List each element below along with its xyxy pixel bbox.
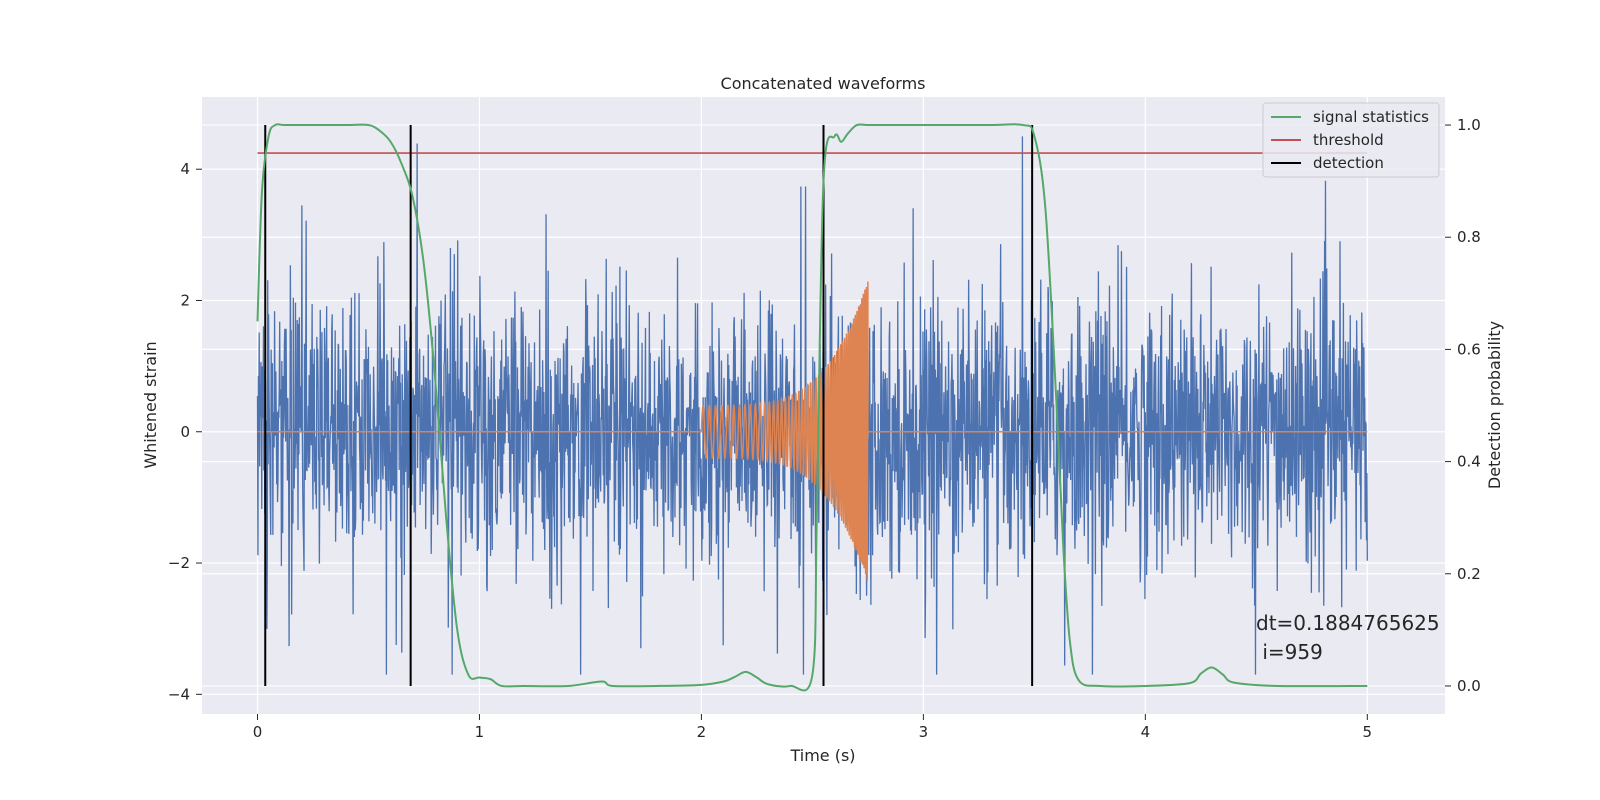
legend-label-detection: detection (1313, 154, 1384, 172)
legend-label-signal-statistics: signal statistics (1313, 108, 1429, 126)
y-tick-label: 2 (180, 291, 190, 309)
x-axis-label: Time (s) (789, 746, 855, 765)
left-axis-ticks: −4 −2 0 2 4 (168, 160, 202, 703)
y-right-tick-label: 1.0 (1457, 116, 1481, 134)
y-tick-label: 0 (180, 423, 190, 441)
chart-title: Concatenated waveforms (721, 74, 926, 93)
y-tick-label: 4 (180, 160, 190, 178)
y-tick-label: −4 (168, 685, 190, 703)
x-tick-label: 1 (475, 723, 485, 741)
right-axis-ticks: 0.0 0.2 0.4 0.6 0.8 1.0 (1445, 116, 1481, 695)
x-tick-label: 2 (697, 723, 707, 741)
y-right-tick-label: 0.2 (1457, 565, 1481, 583)
x-tick-label: 4 (1141, 723, 1151, 741)
y-right-tick-label: 0.6 (1457, 340, 1481, 358)
x-axis-ticks: 0 1 2 3 4 5 (253, 714, 1372, 741)
x-tick-label: 3 (919, 723, 929, 741)
x-tick-label: 5 (1363, 723, 1373, 741)
y-right-tick-label: 0.4 (1457, 453, 1481, 471)
series-waveform (257, 281, 1368, 581)
legend: signal statistics threshold detection (1262, 102, 1440, 178)
y-right-tick-label: 0.0 (1457, 677, 1481, 695)
y-right-tick-label: 0.8 (1457, 228, 1481, 246)
y-axis-label: Whitened strain (141, 341, 160, 468)
legend-box (1262, 102, 1440, 178)
annotation-i: i=959 (1256, 640, 1323, 664)
series-signal-statistics (256, 123, 1368, 692)
annotation-dt: dt=0.1884765625 (1256, 611, 1440, 635)
x-tick-label: 0 (253, 723, 263, 741)
legend-label-threshold: threshold (1313, 131, 1384, 149)
y-tick-label: −2 (168, 554, 190, 572)
y-axis-right-label: Detection probability (1485, 321, 1504, 489)
